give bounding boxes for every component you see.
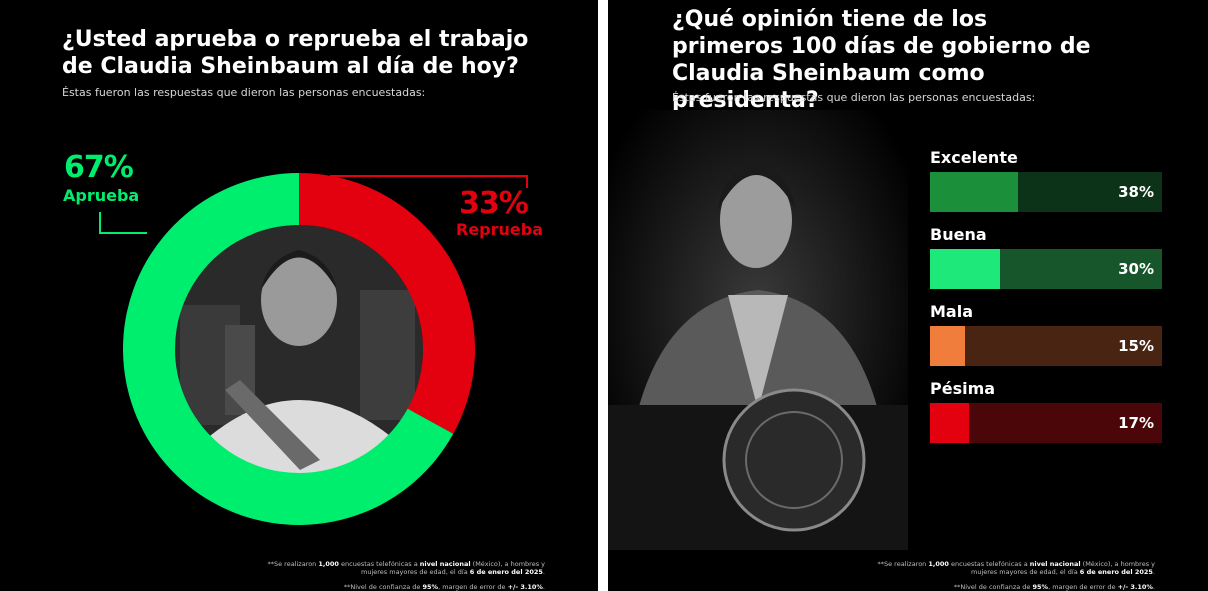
opinion-panel: ¿Qué opinión tiene de los primeros 100 d… (608, 0, 1208, 591)
bar-fill-excelente (930, 172, 1019, 212)
bar-label-pesima: Pésima (930, 379, 996, 398)
opinion-title: ¿Qué opinión tiene de los primeros 100 d… (672, 7, 1091, 113)
bar-value-mala: 15% (1118, 337, 1154, 355)
bar-track-mala: 15% (930, 326, 1162, 366)
bar-value-pesima: 17% (1118, 414, 1154, 432)
reprueba-leader-line (330, 175, 528, 188)
bar-fill-mala (930, 326, 965, 366)
sample-footnote: **Se realizaron 1,000 encuestas telefóni… (267, 560, 545, 576)
aprueba-leader-line (99, 212, 147, 234)
bar-track-buena: 30% (930, 249, 1162, 289)
reprueba-percent-label: 33% (459, 186, 529, 221)
bar-track-pesima: 17% (930, 403, 1162, 443)
bar-track-excelente: 38% (930, 172, 1162, 212)
aprueba-percent-label: 67% (64, 150, 134, 185)
reprueba-category-label: Reprueba (456, 220, 544, 239)
president-portrait-image (175, 225, 423, 480)
bar-label-buena: Buena (930, 225, 987, 244)
approval-subtitle: Éstas fueron las respuestas que dieron l… (62, 86, 426, 99)
bar-fill-pesima (930, 403, 970, 443)
confidence-footnote: **Nivel de confianza de 95%, margen de e… (953, 583, 1155, 591)
approval-donut-chart (99, 173, 528, 526)
bar-label-mala: Mala (930, 302, 973, 321)
bar-value-buena: 30% (1118, 260, 1154, 278)
bar-label-excelente: Excelente (930, 148, 1018, 167)
sample-footnote: **Se realizaron 1,000 encuestas telefóni… (877, 560, 1155, 576)
donut-slice-reprueba (299, 173, 476, 434)
bar-value-excelente: 38% (1118, 183, 1154, 201)
donut-slice-aprueba (123, 173, 454, 526)
bar-fill-buena (930, 249, 1000, 289)
approval-panel: ¿Usted aprueba o reprueba el trabajo de … (0, 0, 598, 591)
president-podium-image (608, 110, 908, 550)
aprueba-category-label: Aprueba (63, 186, 140, 205)
confidence-footnote: **Nivel de confianza de 95%, margen de e… (343, 583, 545, 591)
approval-title: ¿Usted aprueba o reprueba el trabajo de … (62, 27, 529, 79)
opinion-subtitle: Éstas fueron las respuestas que dieron l… (672, 91, 1036, 104)
